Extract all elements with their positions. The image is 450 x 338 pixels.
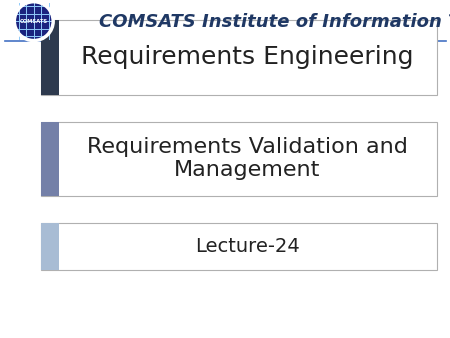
Circle shape	[14, 2, 53, 41]
Text: Lecture-24: Lecture-24	[195, 237, 300, 256]
FancyBboxPatch shape	[40, 20, 58, 95]
FancyBboxPatch shape	[40, 122, 58, 196]
Text: COMSATS Institute of Information Technology: COMSATS Institute of Information Technol…	[99, 13, 450, 31]
Text: Requirements Validation and
Management: Requirements Validation and Management	[87, 137, 408, 180]
FancyBboxPatch shape	[40, 20, 436, 95]
Text: Requirements Engineering: Requirements Engineering	[81, 45, 414, 70]
FancyBboxPatch shape	[40, 223, 436, 270]
Text: COMSATS: COMSATS	[20, 19, 48, 24]
FancyBboxPatch shape	[40, 223, 58, 270]
FancyBboxPatch shape	[40, 122, 436, 196]
